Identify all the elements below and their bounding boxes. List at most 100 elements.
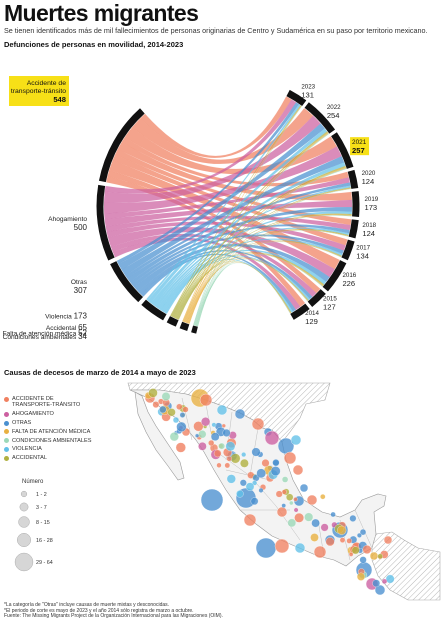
year-label: 2021 [352,139,367,146]
map-bubble [299,483,309,493]
year-value: 226 [342,279,355,288]
map-bubble [281,503,286,508]
legend-item-accidental: ACCIDENTAL [4,455,94,461]
year-label: 2017 [356,244,370,251]
map-bubble [152,401,160,408]
year-arc [331,132,354,169]
map-bubble [256,468,266,479]
year-arc [322,260,347,292]
map-bubble [198,442,207,451]
cause-label: Accidente de [27,80,67,87]
map-bubble [258,487,264,493]
map-bubble [339,537,346,543]
map-section-title: Causas de decesos de marzo de 2014 a may… [4,368,196,377]
cause-value: 173 [74,311,88,320]
map-bubble [359,528,367,536]
chord-ribbon [194,188,351,326]
year-label: 2016 [342,272,356,279]
year-value: 129 [305,317,318,326]
cause-value: 52 [78,328,87,337]
cause-label: Ahogamiento [48,216,87,223]
map-bubble [289,500,294,506]
map-bubble [270,466,281,476]
chord-ribbon [171,165,346,318]
map-bubble [274,538,290,554]
year-arc [347,169,359,189]
legend-label: CONDICIONES AMBIENTALES [12,437,92,444]
year-value: 254 [327,111,340,120]
size-legend-circle [14,552,34,572]
chord-ribbon [193,105,303,326]
year-label: 2014 [305,310,319,317]
size-legend-title: Número [22,479,44,485]
size-legend-label: 29 - 64 [36,560,53,566]
map-bubble [385,574,395,584]
map-bubble [313,545,327,559]
legend-label: OTRAS [12,420,32,426]
page-title: Muertes migrantes [4,0,199,26]
legend-dot [4,396,9,402]
map-bubble [293,497,298,502]
map-bubble [372,579,381,588]
size-legend-label: 16 - 28 [36,538,53,544]
cause-arc [96,184,115,261]
year-arc [290,303,310,320]
map-bubble [211,422,217,428]
legend-item-transito: ACCIDENTE DE TRANSPORTE-TRÁNSITO [4,396,94,409]
legend-dot [4,455,9,461]
map-bubble [167,408,176,417]
map-bubble [348,552,354,557]
map-bubble [287,518,297,528]
footnote: *El periodo de corte es mayo de 2023 y e… [4,607,194,614]
chord-ribbon [170,131,329,317]
cause-label: Otras [71,279,88,286]
chord-ribbon [157,227,350,310]
chord-ribbon [109,160,340,270]
size-legend: 1 - 2 3 - 7 8 - 15 16 - 28 29 - 64 [14,490,53,572]
year-arc [307,289,326,308]
year-label: 2023 [301,83,315,90]
chord-ribbon [153,185,351,307]
cause-value: 307 [74,286,88,295]
cause-label: Violencia 173 [45,311,87,320]
chord-ribbons [103,96,353,327]
map-bubble [241,452,247,458]
footnote: Fuente: The Missing Migrants Project de … [4,613,223,620]
map-bubble [275,490,283,498]
map-bubble [182,406,189,413]
page-subtitle: Se tienen identificados más de mil falle… [4,26,428,35]
legend-item-violencia: VIOLENCIA [4,446,94,452]
map-bubble [176,403,183,410]
chord-ribbon [115,148,352,226]
map-bubble [195,433,200,438]
year-arc [348,219,359,239]
chord-ribbon [155,211,353,309]
cause-arc [166,316,179,327]
year-value: 173 [364,203,377,212]
map-bubble [356,572,366,581]
map-bubble [251,417,265,431]
map-bubble [310,533,319,542]
year-label: 2020 [362,170,376,177]
cause-label: transporte-tránsito [11,88,66,95]
chord-ribbon [103,115,321,203]
chord-ribbon [193,133,330,326]
cause-label: Condiciones ambientales 34 [3,332,88,341]
map-bubble [349,514,357,522]
size-legend-circle [18,516,30,528]
map-bubble [264,430,280,446]
map-bubble [208,439,215,447]
map-bubble [159,405,167,414]
year-value: 131 [301,90,314,99]
map-bubble [245,482,255,491]
map-bubble [179,412,186,418]
map-bubble [381,578,388,585]
map-bubble [294,542,306,554]
cause-arc [179,321,190,331]
year-value: 134 [356,251,369,260]
baja-california [134,391,185,481]
size-legend-label: 1 - 2 [36,492,47,498]
map-bubble [255,537,277,559]
